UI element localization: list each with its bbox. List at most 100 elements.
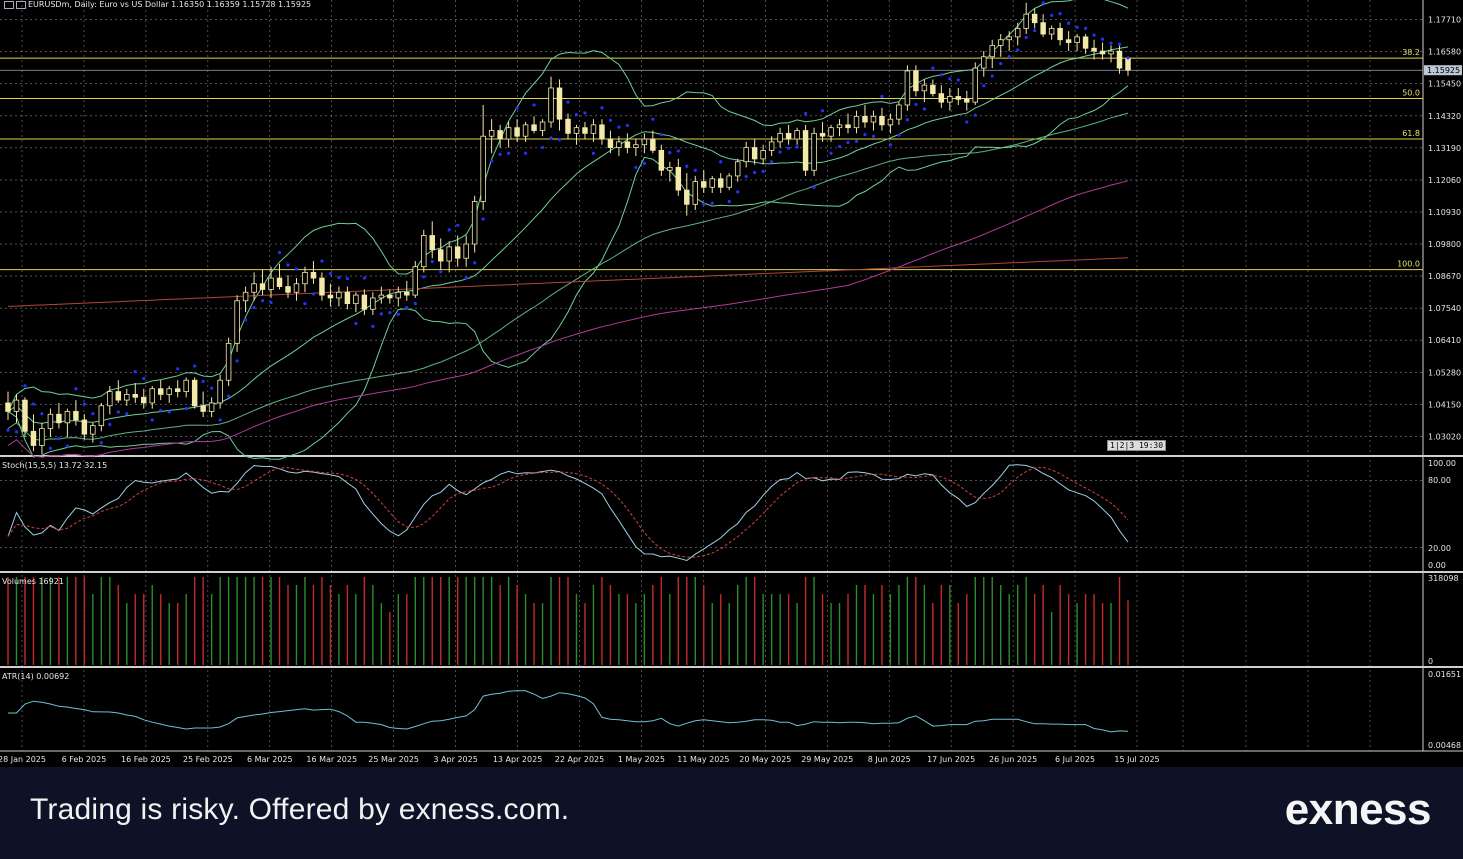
sar-dot — [269, 300, 273, 305]
sar-dot — [447, 228, 451, 232]
price-tick-label: 1.13190 — [1428, 144, 1461, 153]
candle-body — [997, 39, 1004, 46]
candle-body — [1048, 27, 1055, 35]
candle-body — [327, 294, 334, 299]
candle-body — [47, 413, 54, 429]
timeframe-button-2[interactable]: 2 — [1119, 441, 1125, 450]
candle-body — [607, 138, 614, 148]
candle-body — [573, 127, 580, 134]
bollinger-upper — [7, 0, 1129, 412]
price-tick-label: 1.12060 — [1428, 176, 1461, 185]
sar-dot — [210, 386, 214, 390]
sar-dot — [201, 379, 205, 383]
candle-body — [667, 167, 673, 171]
current-price-tag — [1424, 65, 1462, 76]
candle-body — [319, 277, 325, 296]
sar-dot — [235, 359, 239, 363]
sar-dot — [1007, 55, 1011, 59]
candle-body — [862, 115, 868, 123]
volume-axis-max: 318098 — [1428, 574, 1459, 583]
candle-body — [200, 405, 206, 412]
sar-dot — [566, 100, 570, 104]
sar-dot — [583, 111, 587, 115]
time-tick-label: 20 May 2025 — [739, 755, 791, 764]
atr-label: ATR(14) 0.00692 — [2, 672, 69, 681]
candle-body — [217, 379, 223, 404]
sar-dot — [23, 384, 27, 388]
sar-dot — [40, 412, 44, 416]
sar-dot — [252, 305, 256, 310]
sar-dot — [719, 160, 723, 164]
sar-dot — [1092, 33, 1096, 37]
candle-body — [921, 84, 928, 92]
sar-dot — [1033, 29, 1037, 33]
candle-body — [259, 283, 266, 290]
sar-dot — [905, 118, 909, 122]
candle-body — [1057, 27, 1063, 41]
sar-dot — [820, 109, 825, 113]
sar-dot — [829, 151, 833, 155]
sar-dot — [1075, 25, 1079, 29]
candle-body — [845, 124, 851, 129]
sar-dot — [600, 106, 604, 110]
candle-body — [149, 388, 155, 404]
candle-body — [981, 56, 987, 69]
sar-dot — [91, 412, 95, 416]
clock-value: 19:30 — [1138, 441, 1164, 450]
sar-dot — [31, 402, 36, 406]
candle-body — [701, 181, 707, 188]
sar-dot — [48, 446, 53, 450]
candle-body — [404, 291, 410, 296]
candle-body — [641, 138, 648, 146]
candle-body — [734, 161, 741, 177]
sar-dot — [481, 217, 485, 221]
sar-dot — [422, 275, 426, 279]
candle-body — [964, 98, 970, 103]
sar-dot — [1083, 26, 1088, 30]
sar-dot — [345, 277, 349, 281]
candle-body — [802, 130, 809, 171]
candle-body — [675, 167, 682, 191]
candle-body — [446, 246, 452, 262]
price-tick-label: 1.07540 — [1428, 304, 1461, 313]
candle-body — [1108, 50, 1114, 55]
chart-properties-icon[interactable] — [16, 1, 26, 9]
sar-dot — [413, 302, 417, 306]
candle-body — [1040, 22, 1046, 35]
candle-body — [454, 246, 461, 259]
price-tick-label: 1.15450 — [1428, 80, 1461, 89]
candle-body — [1074, 36, 1080, 43]
sar-dot — [753, 170, 757, 175]
chart-terminal: 38.2 50.0 61.8 100.0 1.17710 1.16580 1.15450 1… — [0, 0, 1463, 764]
price-tick-label: 1.06410 — [1428, 336, 1461, 345]
timeframe-button-3[interactable]: 3 — [1129, 441, 1135, 450]
stoch-main-line — [7, 464, 1129, 562]
sar-dot — [888, 143, 893, 147]
candle-body — [887, 118, 894, 126]
candle-body — [463, 243, 469, 259]
volumes-label: Volumes 16921 — [2, 577, 64, 586]
price-tick-label: 1.03020 — [1428, 432, 1461, 441]
candle-body — [157, 388, 164, 395]
candle-body — [709, 178, 715, 188]
candle-body — [5, 402, 11, 412]
sar-dot — [837, 144, 842, 149]
chart-title: EURUSDm, Daily: Euro vs US Dollar 1.1635… — [28, 0, 311, 9]
sar-dot — [456, 223, 460, 227]
candle-body — [276, 277, 283, 287]
sar-dot — [922, 107, 926, 111]
time-tick-label: 13 Apr 2025 — [493, 755, 542, 764]
candle-body — [531, 124, 537, 131]
sar-dot — [464, 276, 468, 280]
candle-body — [896, 104, 902, 120]
sar-dot — [1126, 56, 1130, 60]
chart-window-icon[interactable] — [4, 1, 14, 9]
timeframe-button-1[interactable]: 1 — [1110, 441, 1115, 450]
sar-dot — [515, 106, 519, 110]
candle-body — [819, 132, 826, 137]
candle-body — [242, 291, 249, 302]
candle-body — [336, 291, 342, 299]
sar-dot — [1024, 35, 1028, 40]
bollinger-lower — [7, 85, 1129, 460]
price-tick-label: 1.17710 — [1428, 16, 1461, 25]
